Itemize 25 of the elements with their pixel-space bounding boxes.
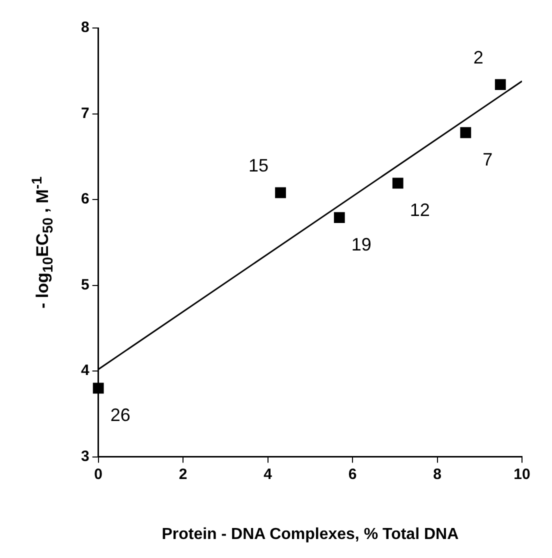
y-tick-label: 5 <box>81 276 90 294</box>
x-axis-title: Protein - DNA Complexes, % Total DNA <box>162 526 460 543</box>
y-tick-label: 4 <box>81 362 90 380</box>
point <box>460 127 472 138</box>
x-tick-label: 2 <box>178 466 188 483</box>
annotation: 7 <box>482 150 493 170</box>
point <box>392 178 404 189</box>
x-tick-label: 4 <box>264 466 273 483</box>
annotation: 2 <box>473 48 484 68</box>
point <box>275 187 286 198</box>
y-tick-label: 3 <box>81 448 90 465</box>
annotation: 12 <box>410 200 430 220</box>
point <box>334 212 345 223</box>
x-tick-label: 6 <box>348 466 357 483</box>
x-tick-label: 10 <box>514 466 530 483</box>
y-tick-label: 7 <box>81 104 90 122</box>
point <box>494 79 506 90</box>
x-tick-label: 8 <box>433 466 442 483</box>
y-tick-label: 8 <box>81 19 90 36</box>
annotation: 19 <box>351 234 372 254</box>
point <box>92 382 104 394</box>
x-tick-label: 0 <box>94 466 103 483</box>
annotation: 15 <box>248 156 269 176</box>
y-tick-label: 6 <box>81 190 90 208</box>
annotation: 26 <box>110 405 130 426</box>
